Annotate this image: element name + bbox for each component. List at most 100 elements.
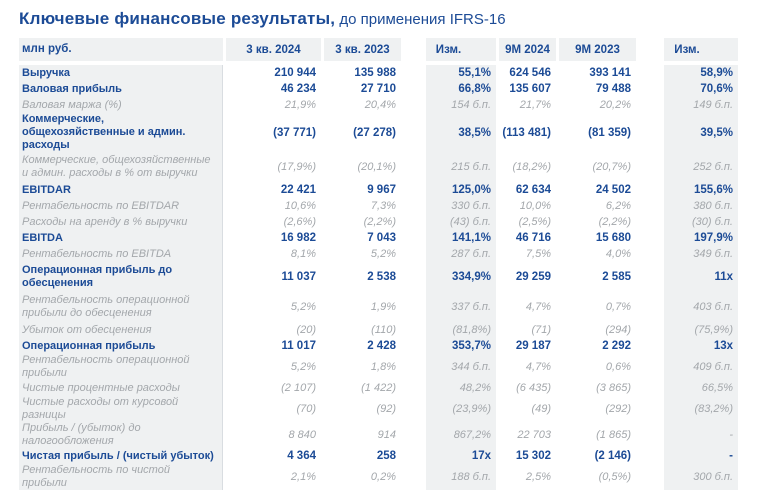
page-title: Ключевые финансовые результаты, до приме… — [19, 9, 739, 29]
table-row: Рентабельность по EBITDAR 10,6% 7,3% 330… — [19, 198, 738, 214]
value-q3-2023: 7 043 — [367, 232, 396, 244]
value-9m-2023: 20,2% — [599, 99, 631, 111]
value-9m-2024: 15 302 — [515, 450, 551, 462]
value-q3-2024: (37 771) — [273, 126, 316, 139]
table-row: Чистые расходы от курсовой разницы (70) … — [19, 396, 738, 422]
value-9m-2024: 4,7% — [525, 301, 551, 313]
value-9m-2023: (3 865) — [596, 382, 631, 394]
value-change-9m: 13x — [636, 338, 738, 354]
value-q3-2023: 1,9% — [370, 301, 396, 313]
value-q3-2024: 5,2% — [290, 361, 316, 373]
value-9m-2023: 0,7% — [605, 301, 631, 313]
table-header-9m-2023: 9М 2023 — [556, 38, 636, 61]
value-q3-2023: 20,4% — [364, 99, 396, 111]
value-q3-2023: (92) — [376, 403, 396, 415]
table-row: Убыток от обесценения (20) (110) (81,8%)… — [19, 322, 738, 338]
value-q3-2023: 135 988 — [354, 67, 396, 79]
table-row: Рентабельность по EBITDA 8,1% 5,2% 287 б… — [19, 246, 738, 262]
value-q3-2023: 7,3% — [370, 200, 396, 212]
value-9m-2024: 62 634 — [515, 184, 551, 196]
value-change-q: 867,2% — [401, 422, 496, 448]
value-9m-2024: 29 259 — [515, 271, 551, 283]
row-label: Валовая маржа (%) — [19, 97, 223, 113]
value-q3-2023: 27 710 — [360, 83, 396, 95]
row-label: Расходы на аренду в % выручки — [19, 214, 223, 230]
table-row: EBITDA 16 982 7 043 141,1% 46 716 15 680… — [19, 230, 738, 246]
value-change-9m: 409 б.п. — [636, 354, 738, 380]
value-change-9m: 380 б.п. — [636, 198, 738, 214]
value-q3-2023: 258 — [376, 450, 396, 462]
value-change-q: 125,0% — [401, 182, 496, 198]
table-row: Рентабельность по чистой прибыли 2,1% 0,… — [19, 464, 738, 490]
value-9m-2024: 624 546 — [509, 67, 551, 79]
value-q3-2023: 9 967 — [367, 184, 396, 196]
value-9m-2023: 2 292 — [602, 340, 631, 352]
table-row: Рентабельность операционной прибыли 5,2%… — [19, 354, 738, 380]
value-q3-2023: 0,2% — [370, 471, 396, 483]
value-q3-2024: (70) — [296, 403, 316, 415]
value-9m-2024: (2,5%) — [518, 216, 551, 228]
row-label: Чистые расходы от курсовой разницы — [19, 396, 223, 422]
table-row: Коммерческие, общехозяйственные и админ.… — [19, 152, 738, 182]
row-label: Операционная прибыль — [19, 338, 223, 354]
value-q3-2024: 22 421 — [280, 184, 316, 196]
value-9m-2023: 0,6% — [605, 361, 631, 373]
value-9m-2024: 10,0% — [519, 200, 551, 212]
value-9m-2023: (1 865) — [596, 429, 631, 441]
value-change-q: 334,9% — [401, 262, 496, 292]
value-9m-2024: 21,7% — [519, 99, 551, 111]
value-q3-2024: 5,2% — [290, 301, 316, 313]
value-change-q: 330 б.п. — [401, 198, 496, 214]
table-row: Расходы на аренду в % выручки (2,6%) (2,… — [19, 214, 738, 230]
value-change-q: 154 б.п. — [401, 97, 496, 113]
value-q3-2023: 2 538 — [367, 271, 396, 283]
value-q3-2024: 8 840 — [288, 429, 316, 441]
value-change-q: 353,7% — [401, 338, 496, 354]
value-9m-2023: 79 488 — [595, 83, 631, 95]
value-change-q: 55,1% — [401, 65, 496, 81]
value-9m-2024: 46 716 — [515, 232, 551, 244]
value-q3-2023: (110) — [371, 324, 396, 336]
table-row: Чистые процентные расходы (2 107) (1 422… — [19, 380, 738, 396]
value-change-9m: (83,2%) — [636, 396, 738, 422]
table-row: Операционная прибыль до обесценения 11 0… — [19, 262, 738, 292]
value-change-9m: (30) б.п. — [636, 214, 738, 230]
page-title-main: Ключевые финансовые результаты, — [19, 9, 336, 28]
table-row: Валовая маржа (%) 21,9% 20,4% 154 б.п. 2… — [19, 97, 738, 113]
table-header-row: млн руб. 3 кв. 2024 3 кв. 2023 Изм. 9М 2… — [19, 38, 738, 61]
value-change-9m: 11x — [636, 262, 738, 292]
value-q3-2024: 11 017 — [281, 340, 316, 352]
value-q3-2024: 8,1% — [290, 248, 316, 260]
value-change-9m: 58,9% — [636, 65, 738, 81]
value-q3-2024: 4 364 — [287, 450, 316, 462]
value-9m-2024: (6 435) — [516, 382, 551, 394]
value-change-9m: 300 б.п. — [636, 464, 738, 490]
row-label: Рентабельность по чистой прибыли — [19, 464, 223, 490]
table-header-change-9m: Изм. — [636, 38, 738, 61]
value-change-q: 38,5% — [401, 113, 496, 152]
row-label: Чистая прибыль / (чистый убыток) — [19, 448, 223, 464]
value-change-9m: 155,6% — [636, 182, 738, 198]
row-label: Рентабельность операционной прибыли до о… — [19, 292, 223, 322]
value-change-9m: 349 б.п. — [636, 246, 738, 262]
value-9m-2023: (294) — [605, 324, 631, 336]
row-label: Прибыль / (убыток) до налогообложения — [19, 422, 223, 448]
value-change-9m: 39,5% — [636, 113, 738, 152]
value-9m-2023: 393 141 — [589, 67, 631, 79]
value-change-q: (81,8%) — [401, 322, 496, 338]
value-q3-2023: 2 428 — [367, 340, 396, 352]
value-9m-2024: (18,2%) — [512, 161, 551, 173]
value-9m-2023: (2 146) — [594, 450, 631, 462]
value-9m-2023: (2,2%) — [598, 216, 631, 228]
value-q3-2024: 2,1% — [290, 471, 316, 483]
value-q3-2023: 914 — [377, 429, 396, 441]
row-label: Выручка — [19, 65, 223, 81]
value-q3-2024: 21,9% — [284, 99, 316, 111]
value-9m-2023: 2 585 — [602, 271, 631, 283]
value-9m-2023: (292) — [605, 403, 631, 415]
value-change-q: 344 б.п. — [401, 354, 496, 380]
value-q3-2024: (20) — [296, 324, 316, 336]
value-change-q: 188 б.п. — [401, 464, 496, 490]
value-9m-2023: 6,2% — [605, 200, 631, 212]
row-label: Валовая прибыль — [19, 81, 223, 97]
